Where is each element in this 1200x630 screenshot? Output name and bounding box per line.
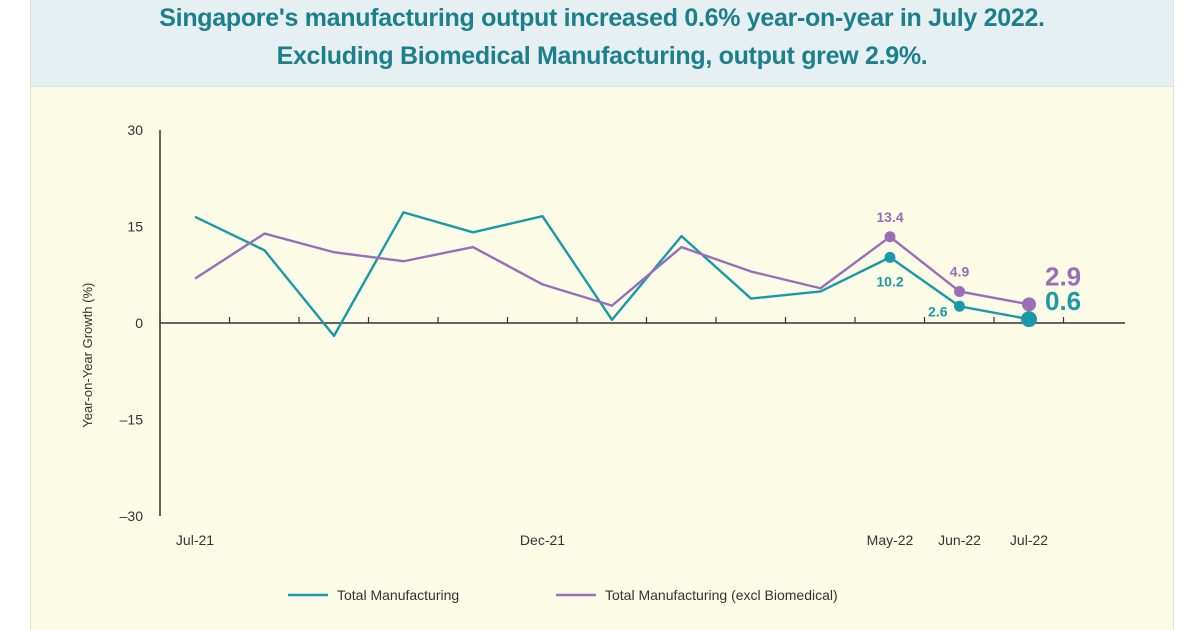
data-label: 10.2 bbox=[876, 273, 903, 289]
x-tick-label: Jun-22 bbox=[938, 532, 981, 548]
data-label: 0.6 bbox=[1045, 286, 1081, 316]
excl-biomedical-line bbox=[194, 232, 1030, 307]
y-tick-label: 15 bbox=[127, 219, 143, 235]
chart-title-line-1: Singapore's manufacturing output increas… bbox=[159, 4, 1045, 32]
data-label: 2.6 bbox=[928, 303, 948, 319]
y-tick-label: –30 bbox=[120, 508, 144, 524]
data-point-marker bbox=[954, 300, 965, 312]
y-tick-label: 30 bbox=[127, 122, 143, 138]
x-tick-label: May-22 bbox=[867, 532, 914, 548]
chart-title-line-2: Excluding Biomedical Manufacturing, outp… bbox=[276, 42, 928, 70]
y-tick-label: 0 bbox=[135, 315, 143, 331]
legend-label: Total Manufacturing bbox=[337, 587, 459, 603]
data-label: 4.9 bbox=[950, 263, 970, 279]
data-point-marker bbox=[1021, 311, 1037, 328]
data-point-marker bbox=[1022, 297, 1036, 312]
x-tick-label: Jul-22 bbox=[1010, 532, 1048, 548]
data-point-marker bbox=[884, 251, 896, 263]
x-tick-label: Dec-21 bbox=[520, 532, 565, 548]
x-tick-label: Jul-21 bbox=[176, 532, 214, 548]
data-point-marker bbox=[954, 285, 965, 297]
chart-frame: Singapore's manufacturing output increas… bbox=[30, 0, 1174, 630]
y-tick-label: –15 bbox=[120, 412, 144, 428]
total-manufacturing-line bbox=[194, 211, 1030, 338]
data-point-marker bbox=[884, 231, 896, 243]
y-axis-title: Year-on-Year Growth (%) bbox=[80, 283, 95, 428]
data-label: 13.4 bbox=[876, 209, 903, 225]
data-label: 2.9 bbox=[1045, 261, 1081, 291]
legend-label: Total Manufacturing (excl Biomedical) bbox=[605, 587, 838, 603]
chart-header: Singapore's manufacturing output increas… bbox=[31, 0, 1173, 87]
